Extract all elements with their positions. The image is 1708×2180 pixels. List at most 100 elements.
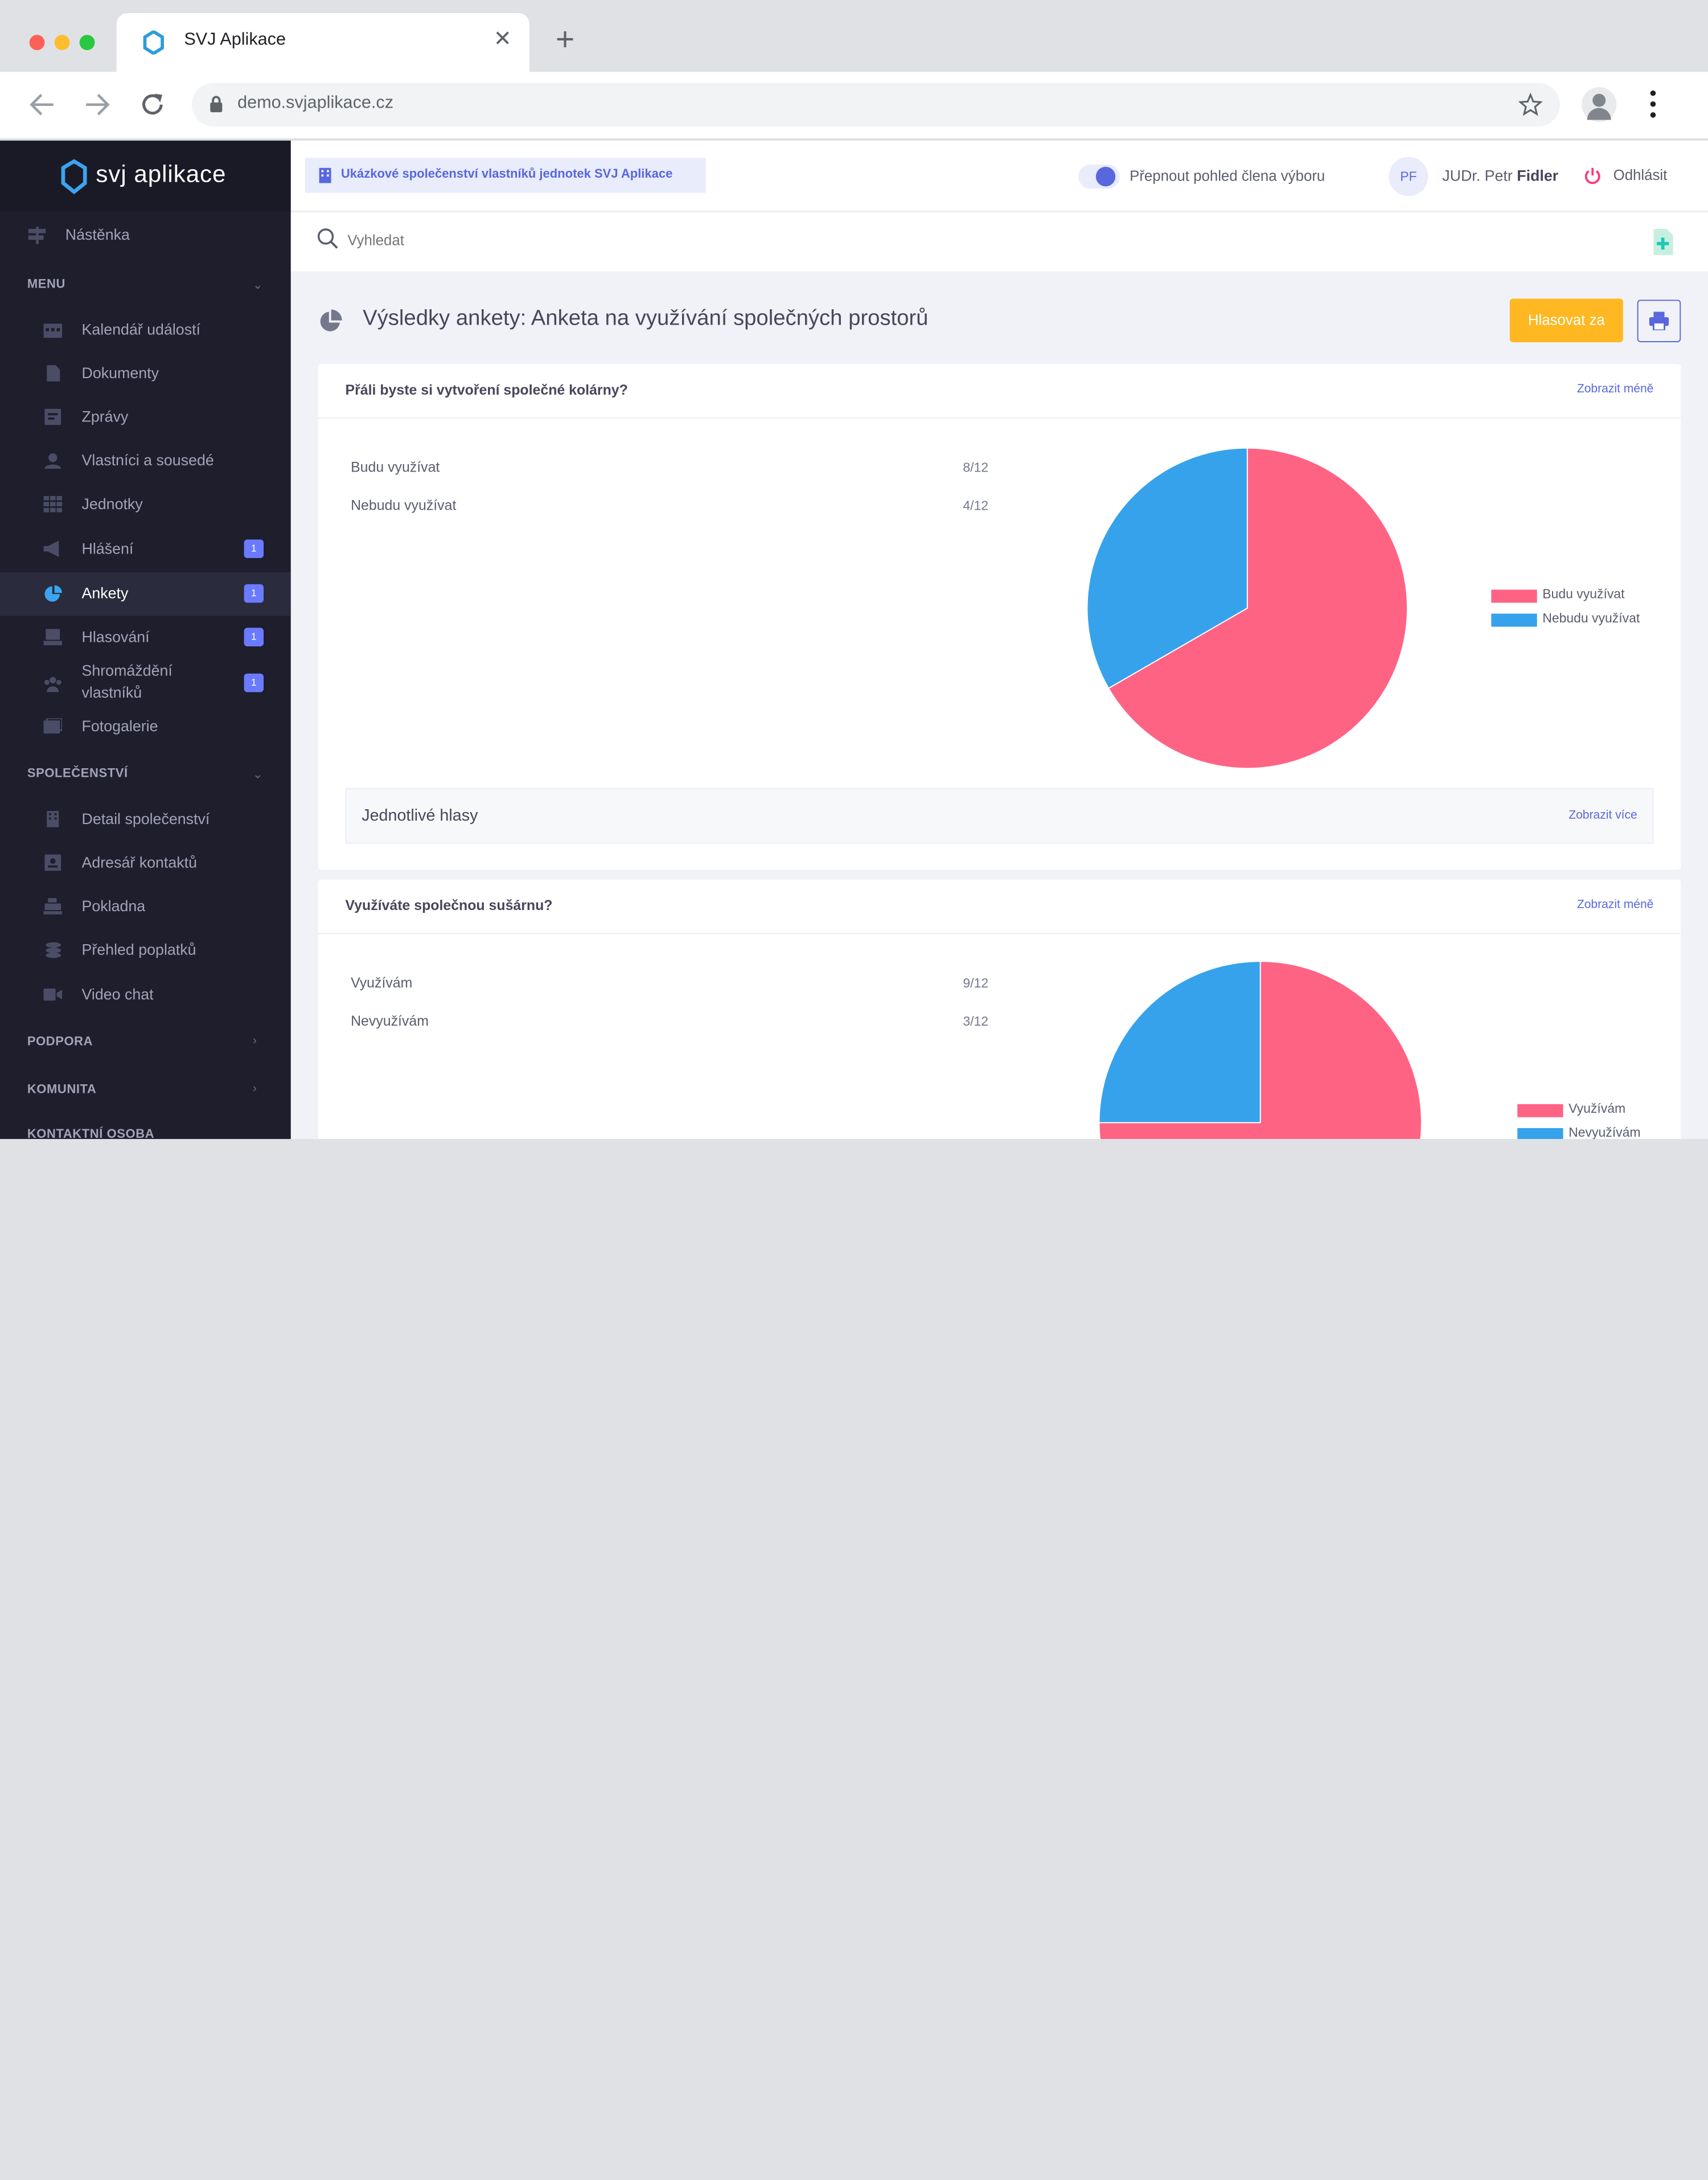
add-document-icon[interactable] (1652, 228, 1673, 255)
section-support[interactable]: PODPORA (27, 1035, 93, 1049)
poll-card-header: Přáli byste si vytvoření společné kolárn… (318, 364, 1681, 419)
legend-swatch-no (1517, 1128, 1563, 1140)
sidebar-item-label: Jednotky (81, 494, 143, 513)
megaphone-icon (43, 540, 59, 558)
legend-swatch-no (1491, 613, 1537, 627)
pie-slice-1 (1086, 447, 1248, 689)
show-more-link[interactable]: Zobrazit více (1569, 809, 1637, 822)
legend-swatch-yes (1491, 589, 1537, 603)
sidebar-item-fees[interactable]: Přehled poplatků (0, 929, 291, 973)
browser-tab[interactable]: SVJ Aplikace ✕ (116, 13, 529, 72)
group-icon (44, 677, 61, 692)
avatar[interactable]: PF (1389, 157, 1428, 196)
chevron-right-icon[interactable]: › (252, 1034, 257, 1048)
sidebar-item-label: Ankety (81, 584, 129, 602)
sidebar-item-news[interactable]: Zprávy (0, 396, 291, 440)
sidebar-item-label: Dokumenty (81, 364, 159, 382)
contacts-icon (44, 854, 61, 871)
logo[interactable]: svj aplikace (0, 140, 291, 212)
close-window-dot[interactable] (29, 35, 45, 51)
sidebar-item-polls[interactable]: Ankety 1 (0, 572, 291, 616)
user-title-name: JUDr. Petr (1442, 166, 1513, 185)
forward-arrow-icon[interactable] (83, 92, 111, 118)
sidebar-item-dashboard[interactable]: Nástěnka (0, 214, 291, 257)
printer-icon (1649, 312, 1669, 330)
poll-pie-chart (1086, 447, 1408, 769)
section-community[interactable]: SPOLEČENSTVÍ (27, 767, 128, 781)
search-bar (290, 212, 1708, 272)
more-menu-icon[interactable] (1650, 90, 1657, 119)
legend-label: Nevyužívám (1569, 1125, 1641, 1140)
search-icon (317, 228, 338, 249)
answer-label: Nebudu využívat (351, 497, 457, 514)
new-tab-icon[interactable]: + (555, 22, 575, 58)
sidebar-item-cashbox[interactable]: Pokladna (0, 885, 291, 929)
poll-card: Přáli byste si vytvoření společné kolárn… (318, 364, 1681, 870)
committee-view-toggle[interactable] (1078, 164, 1120, 189)
chevron-right-icon[interactable]: › (252, 1082, 257, 1096)
sidebar-item-label: Nástěnka (65, 226, 130, 243)
poll-pie-chart (1098, 961, 1422, 1140)
sidebar-item-community-detail[interactable]: Detail společenství (0, 798, 291, 842)
document-icon (47, 365, 60, 382)
sidebar-item-voting[interactable]: Hlasování 1 (0, 616, 291, 659)
user-icon (44, 453, 61, 469)
sidebar-item-units[interactable]: Jednotky (0, 483, 291, 527)
sidebar-item-gallery[interactable]: Fotogalerie (0, 705, 291, 749)
legend-label: Nebudu využívat (1542, 610, 1640, 626)
user-name[interactable]: JUDr. Petr Fidler (1442, 167, 1558, 185)
individual-votes-panel[interactable]: Jednotlivé hlasy Zobrazit více (345, 788, 1654, 844)
maximize-window-dot[interactable] (79, 35, 95, 51)
pie-slice-0 (1107, 447, 1408, 769)
search-input[interactable] (347, 226, 1328, 254)
sidebar-item-label: Adresář kontaktů (81, 853, 198, 871)
section-menu[interactable]: MENU (27, 278, 65, 292)
sidebar-item-video-chat[interactable]: Video chat (0, 973, 291, 1017)
poll-question: Využíváte společnou sušárnu? (345, 897, 553, 913)
poll-card-header: Využíváte společnou sušárnu? Zobrazit mé… (318, 880, 1681, 935)
video-icon (43, 988, 63, 1001)
sidebar-item-label-line2: vlastníků (81, 683, 142, 701)
star-bookmark-icon[interactable] (1518, 92, 1543, 117)
sidebar-item-label: Fotogalerie (81, 717, 158, 735)
sidebar-item-assembly[interactable]: Shromáždění vlastníků 1 (0, 659, 291, 707)
vote-icon (43, 629, 63, 646)
count-badge: 1 (244, 628, 264, 646)
individual-votes-title: Jednotlivé hlasy (362, 806, 478, 825)
sidebar-item-label: Přehled poplatků (81, 940, 196, 958)
section-komunita[interactable]: KOMUNITA (27, 1083, 97, 1097)
user-surname: Fidler (1517, 166, 1559, 185)
pie-chart-icon (44, 585, 63, 602)
building-icon (319, 167, 331, 183)
chevron-down-icon[interactable]: ⌄ (252, 278, 263, 292)
back-arrow-icon[interactable] (28, 92, 57, 118)
sidebar-item-label: Video chat (81, 985, 154, 1003)
vote-for-button[interactable]: Hlasovat za (1509, 298, 1623, 342)
close-tab-icon[interactable]: ✕ (493, 27, 512, 51)
sidebar-item-reports[interactable]: Hlášení 1 (0, 527, 291, 571)
lock-icon (210, 96, 223, 113)
minimize-window-dot[interactable] (54, 35, 70, 51)
profile-avatar-icon[interactable] (1582, 87, 1617, 122)
answer-score: 9/12 (963, 975, 989, 991)
sidebar-item-owners[interactable]: Vlastníci a sousedé (0, 439, 291, 483)
chevron-down-icon[interactable]: ⌄ (252, 768, 263, 782)
community-chip[interactable]: Ukázkové společenství vlastníků jednotek… (305, 158, 706, 193)
show-less-link[interactable]: Zobrazit méně (1576, 898, 1654, 912)
power-icon[interactable] (1584, 167, 1602, 185)
sidebar-item-calendar[interactable]: Kalendář událostí (0, 309, 291, 353)
gallery-icon (43, 718, 63, 734)
print-button[interactable] (1637, 300, 1681, 342)
sidebar-item-label: Hlasování (81, 628, 150, 646)
section-contact-person[interactable]: KONTAKTNÍ OSOBA (27, 1128, 155, 1140)
pie-chart-icon (320, 309, 342, 331)
logout-link[interactable]: Odhlásit (1613, 166, 1668, 183)
sidebar-item-label: Detail společenství (81, 810, 210, 827)
grid-icon (43, 495, 63, 513)
sidebar-item-documents[interactable]: Dokumenty (0, 352, 291, 396)
address-bar[interactable]: demo.svjaplikace.cz (191, 83, 1560, 127)
sidebar-item-contacts[interactable]: Adresář kontaktů (0, 842, 291, 886)
reload-icon[interactable] (138, 91, 167, 119)
show-less-link[interactable]: Zobrazit méně (1576, 382, 1654, 396)
